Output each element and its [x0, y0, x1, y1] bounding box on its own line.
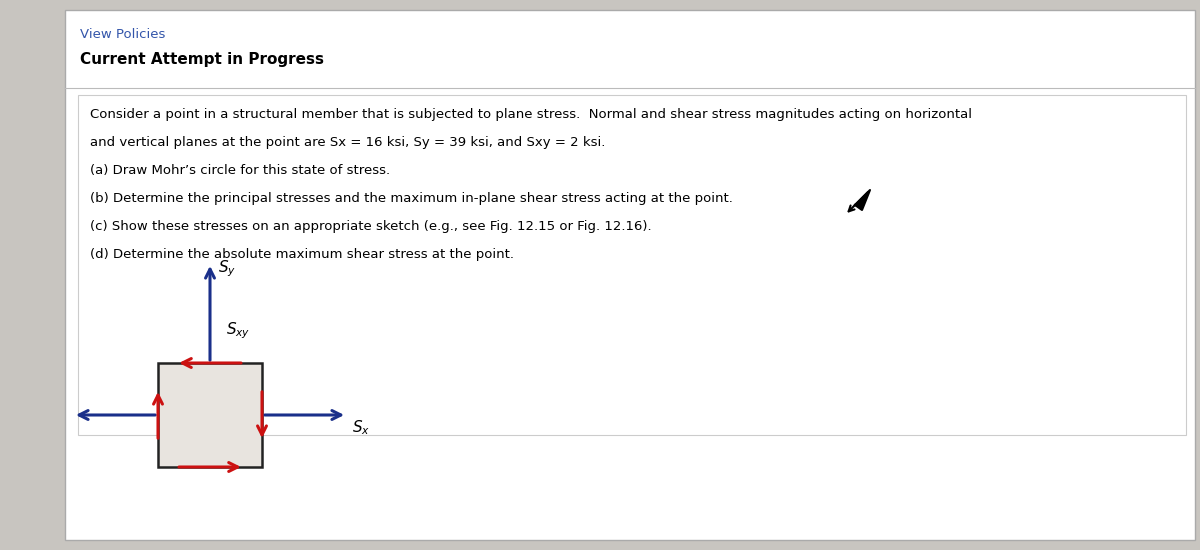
- Text: $S_y$: $S_y$: [218, 258, 236, 279]
- Text: View Policies: View Policies: [80, 28, 166, 41]
- Text: (d) Determine the absolute maximum shear stress at the point.: (d) Determine the absolute maximum shear…: [90, 248, 514, 261]
- Polygon shape: [854, 190, 870, 210]
- Text: Consider a point in a structural member that is subjected to plane stress.  Norm: Consider a point in a structural member …: [90, 108, 972, 121]
- Bar: [158, 363, 262, 467]
- Text: $S_x$: $S_x$: [352, 418, 370, 437]
- Text: $S_{xy}$: $S_{xy}$: [226, 321, 250, 341]
- Text: and vertical planes at the point are Sx = 16 ksi, Sy = 39 ksi, and Sxy = 2 ksi.: and vertical planes at the point are Sx …: [90, 136, 605, 149]
- Text: Current Attempt in Progress: Current Attempt in Progress: [80, 52, 324, 67]
- Bar: [78, 95, 1186, 435]
- Text: (c) Show these stresses on an appropriate sketch (e.g., see Fig. 12.15 or Fig. 1: (c) Show these stresses on an appropriat…: [90, 220, 652, 233]
- Text: (a) Draw Mohr’s circle for this state of stress.: (a) Draw Mohr’s circle for this state of…: [90, 164, 390, 177]
- Text: (b) Determine the principal stresses and the maximum in-plane shear stress actin: (b) Determine the principal stresses and…: [90, 192, 733, 205]
